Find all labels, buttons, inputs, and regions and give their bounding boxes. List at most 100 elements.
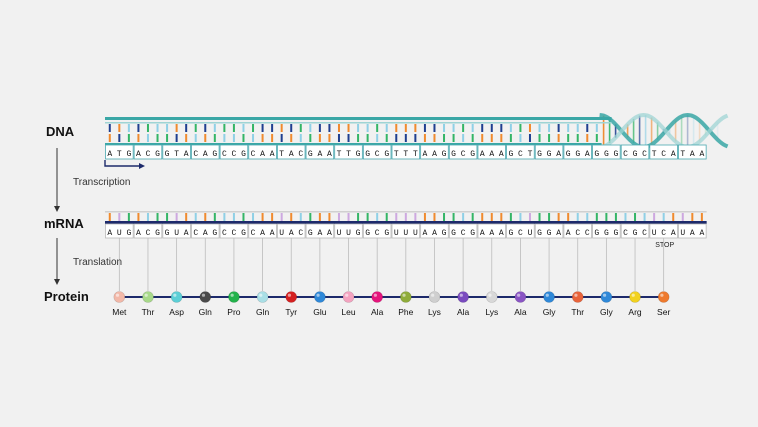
mrna-base-tick <box>605 213 608 221</box>
amino-acid-bead-highlight <box>173 293 177 297</box>
dna-top-base-tick <box>586 124 589 132</box>
dna-top-base-tick <box>481 124 484 132</box>
dna-base-letter: T <box>403 150 408 159</box>
mrna-base-tick <box>672 213 675 221</box>
start-arrow-head <box>139 163 145 169</box>
mrna-base-letter: U <box>337 229 342 238</box>
dna-bottom-base-tick <box>290 134 293 142</box>
dna-top-base-tick <box>175 124 178 132</box>
dna-bottom-base-tick <box>509 134 512 142</box>
amino-acid-bead <box>543 291 555 303</box>
mrna-base-letter: A <box>260 229 265 238</box>
mrna-base-letter: C <box>585 229 590 238</box>
dna-base-letter: A <box>499 150 504 159</box>
dna-double-helix <box>599 112 729 150</box>
dna-codon-box <box>248 144 277 160</box>
dna-top-base-tick <box>280 124 283 132</box>
dna-top-backbone <box>105 117 612 120</box>
dna-top-base-tick <box>528 124 531 132</box>
transcription-label: Transcription <box>73 177 131 188</box>
amino-acid-bead <box>629 291 641 303</box>
dna-codon-box <box>506 144 535 160</box>
dna-base-letter: G <box>241 150 246 159</box>
mrna-base-tick <box>404 213 407 221</box>
dna-codon-box <box>534 144 564 160</box>
dna-bottom-base-tick <box>538 134 541 142</box>
amino-acid-bead-highlight <box>517 293 521 297</box>
mrna-base-tick <box>519 213 522 221</box>
amino-acid-label: Ala <box>371 307 384 317</box>
dna-base-letter: T <box>413 150 418 159</box>
dna-bottom-base-tick <box>232 134 235 142</box>
dna-bottom-base-tick <box>528 134 531 142</box>
mrna-base-letter: C <box>146 229 151 238</box>
mrna-base-letter: C <box>222 229 227 238</box>
dna-base-letter: A <box>699 150 704 159</box>
dna-codon-box <box>276 144 306 160</box>
mrna-base-letter: G <box>356 229 361 238</box>
dna-top-base-tick <box>299 124 302 132</box>
amino-acid-label: Lys <box>485 307 498 317</box>
dna-base-letter: G <box>470 150 475 159</box>
mrna-base-tick <box>395 213 398 221</box>
mrna-base-tick <box>261 213 264 221</box>
mrna-base-letter: C <box>232 229 237 238</box>
dna-base-letter: A <box>480 150 485 159</box>
dna-bottom-base-tick <box>347 134 350 142</box>
mrna-base-letter: U <box>652 229 657 238</box>
dna-top-base-tick <box>194 124 197 132</box>
mrna-base-tick <box>127 213 130 221</box>
mrna-base-letter: G <box>126 229 131 238</box>
mrna-base-tick <box>567 213 570 221</box>
dna-base-letter: A <box>270 150 275 159</box>
mrna-base-tick <box>595 213 598 221</box>
dna-bottom-base-tick <box>586 134 589 142</box>
mrna-base-letter: C <box>375 229 380 238</box>
dna-top-base-tick <box>328 124 331 132</box>
mrna-base-letter: G <box>241 229 246 238</box>
mrna-base-letter: C <box>642 229 647 238</box>
dna-bottom-base-tick <box>414 134 417 142</box>
amino-acid-bead-highlight <box>602 293 607 297</box>
dna-codon-box <box>448 144 478 160</box>
dna-bottom-base-tick <box>557 134 560 142</box>
mrna-base-tick <box>624 213 627 221</box>
mrna-base-letter: G <box>508 229 513 238</box>
dna-bottom-base-tick <box>423 134 426 142</box>
amino-acid-label: Phe <box>398 307 413 317</box>
dna-bottom-base-tick <box>328 134 331 142</box>
mrna-base-letter: A <box>136 229 141 238</box>
mrna-base-tick <box>576 213 579 221</box>
amino-acid-bead-highlight <box>459 293 463 297</box>
mrna-base-letter: G <box>594 229 599 238</box>
dna-base-letter: A <box>289 150 294 159</box>
dna-top-base-tick <box>223 124 226 132</box>
mrna-base-tick <box>414 213 417 221</box>
dna-bottom-base-tick <box>443 134 446 142</box>
amino-acid-bead <box>371 291 383 303</box>
transcription-arrow-head <box>54 206 60 212</box>
dna-base-letter: G <box>547 150 552 159</box>
mrna-base-tick <box>452 213 455 221</box>
amino-acid-label: Gly <box>543 307 557 317</box>
dna-top-base-tick <box>127 124 130 132</box>
dna-codon-box <box>563 144 592 160</box>
mrna-base-tick <box>643 213 646 221</box>
mrna-base-letter: U <box>174 229 179 238</box>
dna-codon-box <box>592 144 621 160</box>
mrna-base-tick <box>662 213 665 221</box>
amino-acid-label: Met <box>112 307 127 317</box>
dna-top-base-tick <box>366 124 369 132</box>
mrna-base-tick <box>500 213 503 221</box>
dna-bottom-base-tick <box>433 134 436 142</box>
amino-acid-bead-highlight <box>259 293 263 297</box>
mrna-base-letter: G <box>308 229 313 238</box>
dna-base-letter: A <box>432 150 437 159</box>
dna-base-letter: T <box>346 150 351 159</box>
mrna-base-letter: G <box>604 229 609 238</box>
dna-base-letter: G <box>212 150 217 159</box>
dna-base-letter: G <box>594 150 599 159</box>
mrna-base-tick <box>223 213 226 221</box>
mrna-base-tick <box>691 213 694 221</box>
